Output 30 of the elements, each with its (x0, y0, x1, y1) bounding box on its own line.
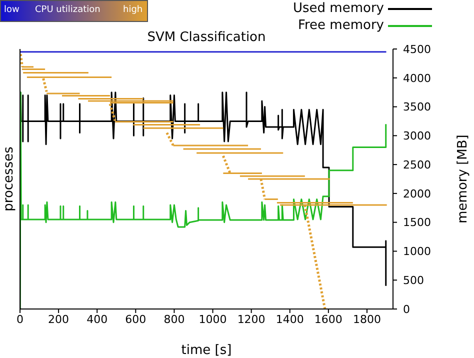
x-tick-label: 600 (125, 312, 146, 326)
x-tick-label: 800 (164, 312, 185, 326)
x-tick-label: 1600 (314, 312, 342, 326)
x-tick-label: 1800 (352, 312, 381, 326)
x-tick-label: 1200 (237, 312, 266, 326)
y-tick-label: 3500 (403, 100, 431, 114)
color-bar-title: CPU utilization (35, 5, 100, 15)
y2-axis-title: processes (2, 146, 17, 212)
y-axis-title: memory [MB] (456, 134, 471, 224)
color-bar-label: low (4, 5, 20, 15)
y-tick-label: 500 (403, 274, 424, 288)
y-tick-label: 1500 (403, 216, 431, 230)
x-tick-label: 400 (86, 312, 108, 326)
y-tick-label: 3000 (403, 130, 431, 143)
y-tick-label: 2000 (403, 187, 431, 200)
chart-title: SVM Classification (147, 30, 266, 45)
y-tick-label: 4000 (403, 72, 431, 85)
x-tick-label: 200 (48, 312, 70, 326)
x-tick-label: 0 (16, 312, 24, 326)
legend-label: Used memory (293, 0, 384, 17)
legend-label: Free memory (298, 17, 384, 34)
x-axis-title: time [s] (181, 343, 232, 358)
x-tick-label: 1400 (276, 312, 304, 326)
y-tick-label: 4500 (403, 42, 431, 56)
color-bar-label: high (123, 5, 143, 15)
y-tick-label: 1000 (403, 245, 431, 258)
colour-scale: low CPU utilization high (0, 0, 148, 22)
y-tick-label: 2500 (403, 158, 431, 172)
x-tick-label: 1000 (198, 312, 227, 326)
y-tick-label: 0 (403, 302, 410, 316)
